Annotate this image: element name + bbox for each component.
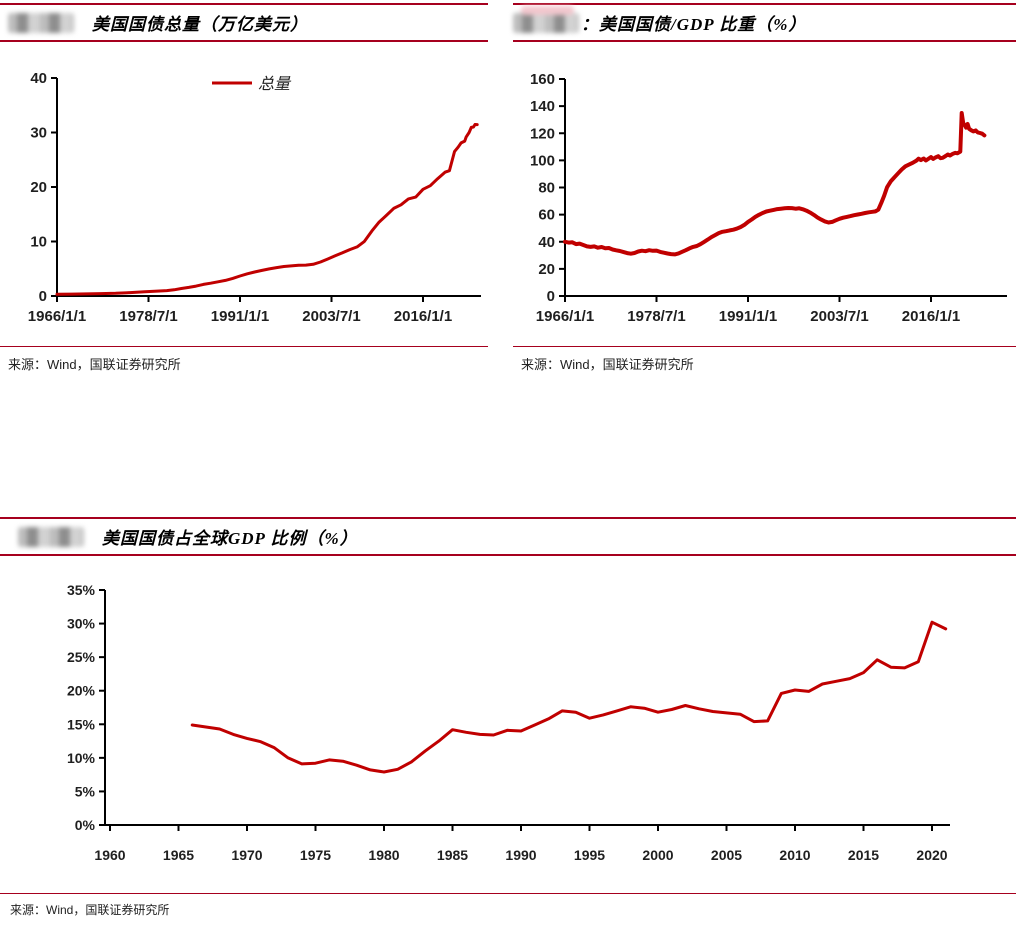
- line-chart-canvas: 0% 5% 10% 15% 20% 25% 30% 35% 1960 1965 1970 1975 19…: [67, 582, 950, 863]
- source-text: 来源：Wind，国联证券研究所: [521, 357, 694, 372]
- figure-panel-us-debt-gdp-ratio: ：美国国债/GDP 比重（%） 0 20 40 60 80 100 120 140 160 196…: [513, 3, 1016, 373]
- y-tick-label: 120: [530, 125, 555, 142]
- y-tick-label: 15%: [67, 716, 96, 732]
- x-tick-label: 2005: [711, 847, 742, 863]
- figure-title: ：美国国债/GDP 比重（%）: [581, 15, 807, 34]
- x-tick-label: 1991/1/1: [719, 308, 777, 325]
- figure-panel-us-debt-total: 美国国债总量（万亿美元） 0 10 20 30 40 1966/1/1 1978/7/1 19…: [0, 3, 488, 373]
- figure-source: 来源：Wind，国联证券研究所: [513, 346, 1016, 373]
- legend-label: 总量: [258, 75, 292, 93]
- y-tick-label: 40: [30, 70, 47, 87]
- redacted-figure-number: [8, 12, 74, 33]
- y-tick-label: 100: [530, 152, 555, 169]
- figure-panel-us-debt-global-gdp-share: 美国国债占全球GDP 比例（%） 0% 5% 10% 15% 20% 25% 30% 35% 1…: [0, 517, 1016, 918]
- x-tick-label: 2016/1/1: [902, 308, 960, 325]
- figure-header-row: 美国国债总量（万亿美元）: [0, 5, 488, 40]
- series-line: [190, 620, 948, 774]
- x-tick-label: 2020: [916, 847, 947, 863]
- chart-us-debt-total: 0 10 20 30 40 1966/1/1 1978/7/1 1991/1/1 2003/7/…: [0, 60, 488, 342]
- y-tick-label: 0: [39, 288, 47, 305]
- series-line: [55, 123, 479, 296]
- chart-us-debt-global-gdp-share: 0% 5% 10% 15% 20% 25% 30% 35% 1960 1965 1970 1975 19…: [0, 570, 1016, 880]
- y-tick-label: 60: [538, 207, 555, 224]
- x-tick-label: 1980: [368, 847, 399, 863]
- y-tick-label: 10: [30, 234, 47, 251]
- redacted-figure-number: [513, 5, 579, 33]
- source-text: 来源：Wind，国联证券研究所: [10, 903, 170, 917]
- chart-us-debt-gdp-ratio: 0 20 40 60 80 100 120 140 160 1966/1/1 1978/7/1 199…: [513, 60, 1016, 342]
- source-text: 来源：Wind，国联证券研究所: [8, 357, 181, 372]
- series-line: [563, 111, 987, 257]
- x-tick-label: 1960: [94, 847, 125, 863]
- x-tick-label: 1978/7/1: [119, 308, 177, 325]
- figure-source: 来源：Wind，国联证券研究所: [0, 893, 1016, 918]
- y-tick-label: 20: [538, 261, 555, 278]
- x-tick-label: 1966/1/1: [28, 308, 86, 325]
- y-tick-label: 30: [30, 125, 47, 142]
- x-tick-label: 1995: [574, 847, 605, 863]
- figure-title: 美国国债占全球GDP 比例（%）: [102, 529, 358, 548]
- x-tick-label: 1978/7/1: [627, 308, 685, 325]
- y-tick-label: 0%: [75, 817, 96, 833]
- y-tick-label: 40: [538, 234, 555, 251]
- y-tick-label: 160: [530, 71, 555, 88]
- line-chart-canvas: 0 10 20 30 40 1966/1/1 1978/7/1 1991/1/1 2003/7/…: [28, 70, 481, 325]
- x-tick-label: 1965: [163, 847, 194, 863]
- redacted-figure-number: [18, 526, 84, 547]
- x-tick-label: 1990: [505, 847, 536, 863]
- x-tick-label: 2015: [848, 847, 879, 863]
- line-chart-canvas: 0 20 40 60 80 100 120 140 160 1966/1/1 1978/7/1 199…: [530, 71, 1007, 325]
- y-tick-label: 35%: [67, 582, 96, 598]
- figure-header: 美国国债占全球GDP 比例（%）: [0, 517, 1016, 556]
- x-tick-label: 1970: [231, 847, 262, 863]
- figure-header: 美国国债总量（万亿美元）: [0, 3, 488, 42]
- y-tick-label: 140: [530, 98, 555, 115]
- x-tick-label: 2010: [779, 847, 810, 863]
- x-tick-label: 2000: [642, 847, 673, 863]
- y-tick-label: 80: [538, 180, 555, 197]
- y-tick-label: 25%: [67, 649, 96, 665]
- y-tick-label: 0: [547, 288, 555, 305]
- x-tick-label: 2003/7/1: [810, 308, 868, 325]
- figure-source: 来源：Wind，国联证券研究所: [0, 346, 488, 373]
- x-tick-label: 2016/1/1: [394, 308, 452, 325]
- y-tick-label: 20%: [67, 683, 96, 699]
- figure-header-row: 美国国债占全球GDP 比例（%）: [0, 519, 1016, 554]
- x-tick-label: 1985: [437, 847, 468, 863]
- figure-header: ：美国国债/GDP 比重（%）: [513, 3, 1016, 42]
- x-tick-label: 1966/1/1: [536, 308, 594, 325]
- y-tick-label: 30%: [67, 616, 96, 632]
- x-tick-label: 1975: [300, 847, 331, 863]
- x-tick-label: 2003/7/1: [302, 308, 360, 325]
- y-tick-label: 20: [30, 179, 47, 196]
- figure-header-row: ：美国国债/GDP 比重（%）: [513, 5, 1016, 40]
- y-tick-label: 10%: [67, 750, 96, 766]
- figure-title: 美国国债总量（万亿美元）: [92, 15, 308, 34]
- x-tick-label: 1991/1/1: [211, 308, 269, 325]
- y-tick-label: 5%: [75, 783, 96, 799]
